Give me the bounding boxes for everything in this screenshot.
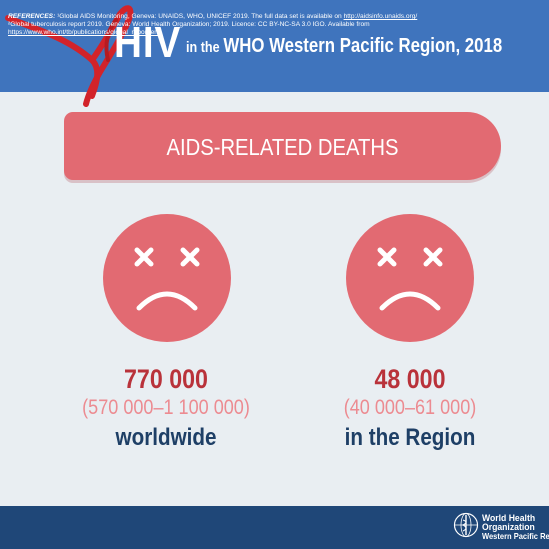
who-line-2: Organization — [482, 522, 535, 533]
references-heading: REFERENCES: — [8, 13, 56, 20]
sad-face-icon — [103, 214, 231, 342]
worldwide-stat: 770 000 (570 000–1 100 000) worldwide — [36, 364, 296, 454]
reference-line-3: https://www.who.int/tb/publications/glob… — [8, 29, 438, 37]
aids-deaths-banner: AIDS-RELATED DEATHS — [64, 112, 501, 180]
footer-bar — [0, 506, 549, 549]
region-stat: 48 000 (40 000–61 000) in the Region — [280, 364, 540, 454]
red-ribbon-icon — [5, 5, 134, 107]
banner-title: AIDS-RELATED DEATHS — [166, 134, 399, 160]
who-emblem-icon — [453, 512, 479, 538]
header-in-the: in the — [186, 39, 220, 56]
who-line-3: Western Pacific Region — [482, 531, 549, 541]
references: REFERENCES: ¹Global AIDS Monitoring, Gen… — [8, 13, 438, 38]
who-tb-report-link[interactable]: https://www.who.int/tb/publications/glob… — [8, 29, 160, 37]
region-range: (40 000–61 000) — [343, 396, 477, 419]
sad-face-icon — [346, 214, 474, 342]
header-bar — [0, 0, 549, 92]
reference-1-text: ¹Global AIDS Monitoring, Geneva: UNAIDS,… — [55, 13, 344, 20]
reference-line-2: ²Global tuberculosis report 2019. Geneva… — [8, 21, 370, 29]
header-subtitle: in the WHO Western Pacific Region, 2018 — [186, 35, 502, 58]
worldwide-label: worldwide — [115, 424, 217, 451]
who-line-1: World Health — [482, 513, 536, 524]
worldwide-range: (570 000–1 100 000) — [82, 396, 250, 419]
who-wordmark: World Health Organization Western Pacifi… — [482, 514, 549, 541]
region-number: 48 000 — [374, 364, 446, 394]
hiv-title: HIV — [114, 18, 182, 67]
header-region-year: WHO Western Pacific Region, 2018 — [223, 35, 503, 57]
reference-line-1: REFERENCES: ¹Global AIDS Monitoring, Gen… — [8, 13, 438, 21]
aidsinfo-link[interactable]: http://aidsinfo.unaids.org/ — [343, 13, 418, 20]
worldwide-number: 770 000 — [124, 364, 208, 394]
region-label: in the Region — [344, 424, 476, 451]
reference-end: . — [159, 29, 162, 37]
